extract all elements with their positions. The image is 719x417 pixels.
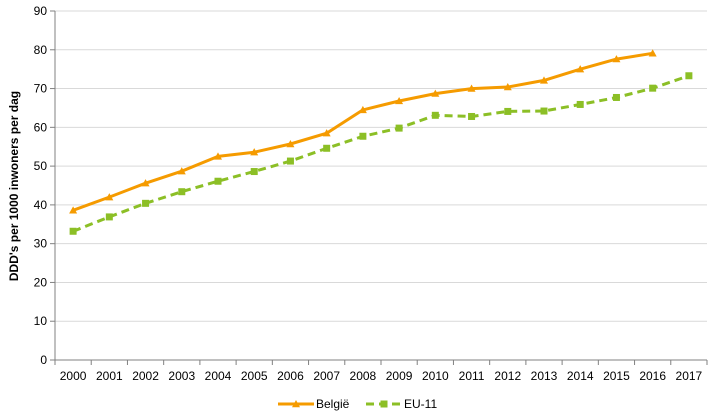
data-point-eu11-2007 bbox=[323, 144, 331, 152]
x-tick-label-2016: 2016 bbox=[639, 369, 666, 383]
x-tick-label-2014: 2014 bbox=[567, 369, 594, 383]
x-tick-label-2001: 2001 bbox=[96, 369, 123, 383]
y-tick-label-30: 30 bbox=[34, 237, 48, 251]
y-tick-label-20: 20 bbox=[34, 275, 48, 289]
axes bbox=[50, 10, 708, 365]
x-tick-label-2013: 2013 bbox=[531, 369, 558, 383]
x-tick-label-2005: 2005 bbox=[241, 369, 268, 383]
data-point-belgie-2016 bbox=[648, 49, 657, 57]
data-point-eu11-2014 bbox=[576, 100, 584, 108]
legend-label-eu11: EU-11 bbox=[404, 397, 437, 411]
x-tick-label-2009: 2009 bbox=[386, 369, 413, 383]
y-tick-label-50: 50 bbox=[34, 159, 48, 173]
x-tick-label-2012: 2012 bbox=[494, 369, 521, 383]
data-point-eu11-2010 bbox=[431, 111, 439, 119]
x-tick-labels: 2000 2001 2002 2003 2004 2005 2006 2007 2008 2009… bbox=[60, 369, 703, 383]
series-line-eu11 bbox=[72, 74, 690, 233]
x-tick-label-2006: 2006 bbox=[277, 369, 304, 383]
y-axis-title: DDD's per 1000 inwoners per dag bbox=[7, 91, 21, 281]
data-point-belgie-2007 bbox=[322, 129, 331, 137]
data-point-eu11-2003 bbox=[178, 188, 186, 196]
legend-item-belgie: België bbox=[278, 397, 350, 411]
data-point-eu11-2006 bbox=[286, 157, 294, 165]
y-tick-label-10: 10 bbox=[34, 314, 48, 328]
data-point-belgie-2000 bbox=[69, 206, 78, 214]
x-tick-label-2015: 2015 bbox=[603, 369, 630, 383]
legend-marker-belgie bbox=[292, 400, 300, 408]
data-point-belgie-2005 bbox=[250, 148, 259, 156]
data-point-belgie-2014 bbox=[576, 65, 585, 73]
y-tick-label-90: 90 bbox=[34, 4, 48, 18]
y-tick-labels: 0 10 20 30 40 50 60 70 80 90 bbox=[34, 4, 48, 367]
data-point-belgie-2001 bbox=[105, 193, 114, 201]
x-tick-label-2017: 2017 bbox=[676, 369, 703, 383]
data-point-belgie-2013 bbox=[540, 76, 548, 84]
data-point-belgie-2012 bbox=[503, 83, 512, 91]
data-point-belgie-2002 bbox=[141, 179, 150, 187]
data-point-eu11-2016 bbox=[649, 84, 657, 92]
x-tick-label-2003: 2003 bbox=[168, 369, 195, 383]
legend-label-belgie: België bbox=[316, 397, 350, 411]
data-point-belgie-2010 bbox=[431, 89, 440, 97]
data-point-belgie-2011 bbox=[467, 84, 476, 92]
gridlines bbox=[55, 10, 707, 322]
data-point-eu11-2002 bbox=[142, 199, 150, 207]
data-point-belgie-2015 bbox=[612, 55, 621, 63]
legend-marker-eu11 bbox=[380, 400, 388, 408]
data-point-eu11-2000 bbox=[69, 227, 77, 235]
x-tick-label-2007: 2007 bbox=[313, 369, 340, 383]
data-point-belgie-2003 bbox=[177, 167, 186, 175]
x-tick-label-2004: 2004 bbox=[205, 369, 232, 383]
x-tick-label-2008: 2008 bbox=[350, 369, 377, 383]
data-point-eu11-2005 bbox=[250, 168, 258, 176]
data-point-eu11-2015 bbox=[612, 93, 620, 101]
data-point-eu11-2001 bbox=[105, 213, 113, 221]
data-point-belgie-2004 bbox=[214, 152, 222, 160]
y-tick-label-40: 40 bbox=[34, 198, 48, 212]
data-point-eu11-2012 bbox=[504, 107, 512, 115]
y-tick-label-60: 60 bbox=[34, 120, 48, 134]
data-point-eu11-2011 bbox=[468, 112, 476, 120]
x-tick-label-2000: 2000 bbox=[60, 369, 87, 383]
data-point-belgie-2006 bbox=[286, 140, 295, 148]
legend: België EU-11 bbox=[278, 397, 437, 411]
y-tick-label-0: 0 bbox=[40, 353, 47, 367]
data-point-eu11-2004 bbox=[214, 177, 222, 185]
y-tick-label-80: 80 bbox=[34, 43, 48, 57]
data-point-belgie-2008 bbox=[358, 105, 367, 114]
data-point-eu11-2008 bbox=[359, 132, 367, 140]
series-line-belgie bbox=[72, 51, 653, 212]
x-tick-label-2002: 2002 bbox=[132, 369, 159, 383]
y-tick-label-70: 70 bbox=[34, 82, 48, 96]
data-point-eu11-2017 bbox=[685, 72, 693, 80]
data-point-eu11-2009 bbox=[395, 124, 403, 132]
data-point-belgie-2009 bbox=[395, 96, 404, 105]
series bbox=[69, 49, 693, 235]
x-tick-label-2011: 2011 bbox=[459, 369, 485, 383]
data-point-eu11-2013 bbox=[540, 107, 548, 115]
x-tick-label-2010: 2010 bbox=[422, 369, 449, 383]
legend-item-eu11: EU-11 bbox=[366, 397, 437, 411]
